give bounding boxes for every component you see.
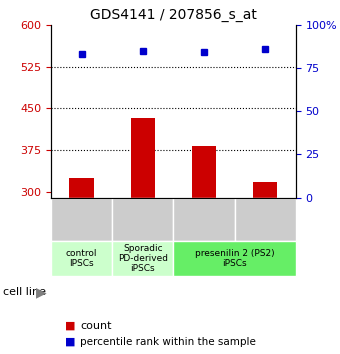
FancyBboxPatch shape — [112, 241, 173, 276]
Text: ■: ■ — [65, 321, 75, 331]
Text: cell line: cell line — [3, 287, 46, 297]
Title: GDS4141 / 207856_s_at: GDS4141 / 207856_s_at — [90, 8, 257, 22]
FancyBboxPatch shape — [51, 241, 112, 276]
Text: presenilin 2 (PS2)
iPSCs: presenilin 2 (PS2) iPSCs — [195, 249, 274, 268]
Bar — [131, 119, 155, 198]
Text: percentile rank within the sample: percentile rank within the sample — [80, 337, 256, 347]
Bar — [69, 178, 94, 198]
FancyBboxPatch shape — [173, 198, 235, 241]
Text: ▶: ▶ — [36, 285, 46, 299]
Text: Sporadic
PD-derived
iPSCs: Sporadic PD-derived iPSCs — [118, 244, 168, 273]
FancyBboxPatch shape — [173, 241, 296, 276]
FancyBboxPatch shape — [51, 198, 112, 241]
Text: count: count — [80, 321, 112, 331]
FancyBboxPatch shape — [112, 198, 173, 241]
Bar — [253, 182, 277, 198]
FancyBboxPatch shape — [235, 198, 296, 241]
Bar — [192, 146, 216, 198]
Text: control
IPSCs: control IPSCs — [66, 249, 97, 268]
Text: ■: ■ — [65, 337, 75, 347]
